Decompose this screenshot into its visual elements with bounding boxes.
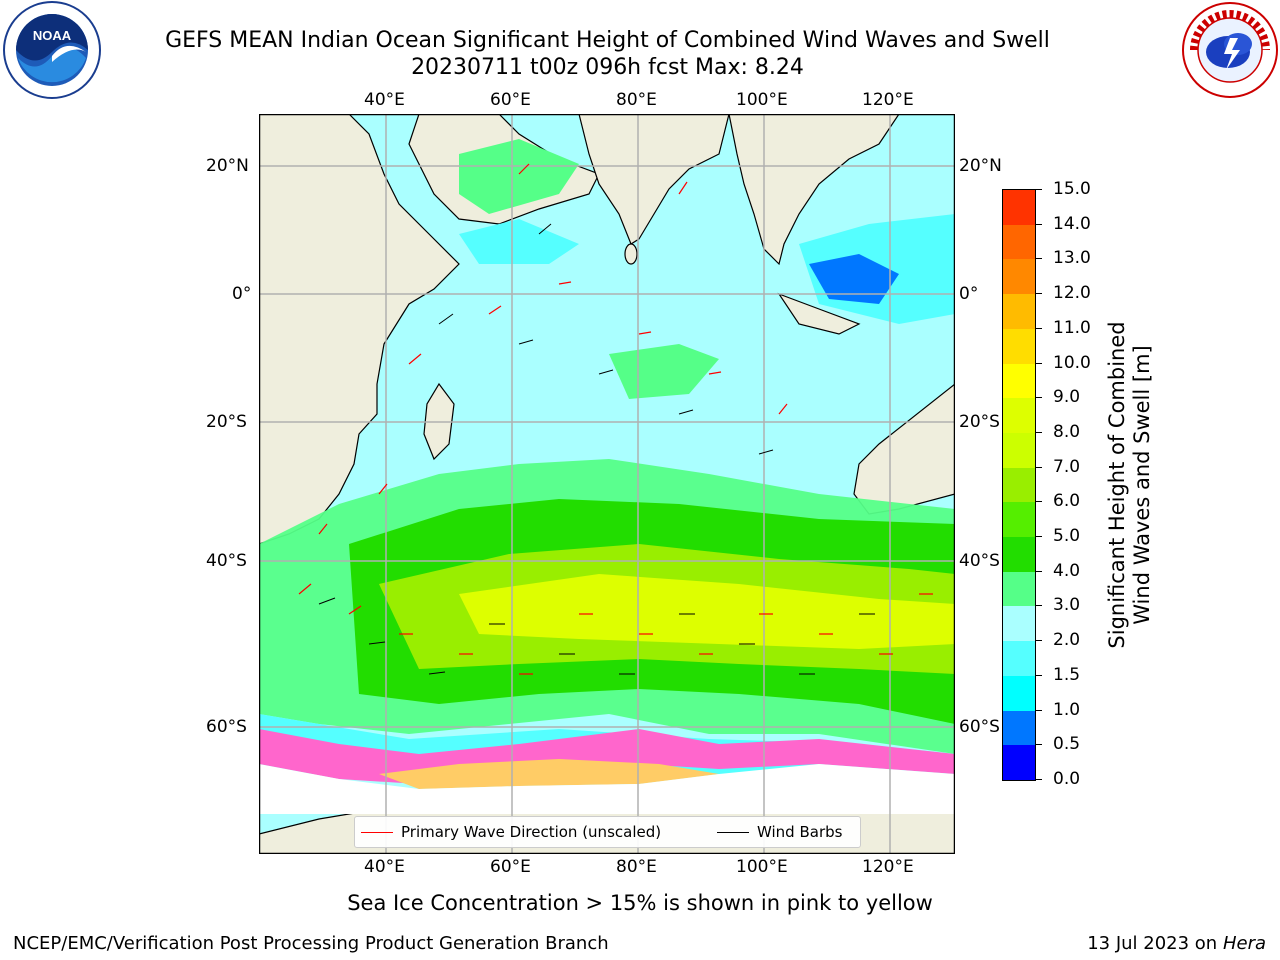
right-lat-label: 0° bbox=[959, 284, 979, 304]
right-lat-label: 20°S bbox=[959, 412, 1000, 432]
colorbar-segment bbox=[1003, 259, 1035, 295]
colorbar-segment bbox=[1003, 363, 1035, 399]
wave-height-map bbox=[258, 113, 956, 855]
svg-text:NOAA: NOAA bbox=[33, 28, 72, 43]
primary-wave-label: Primary Wave Direction (unscaled) bbox=[401, 823, 662, 841]
footer-credit: NCEP/EMC/Verification Post Processing Pr… bbox=[13, 933, 609, 954]
colorbar-tick-label: 11.0 bbox=[1053, 317, 1091, 338]
map-legend: Primary Wave Direction (unscaled) Wind B… bbox=[354, 816, 861, 848]
colorbar-segment bbox=[1003, 537, 1035, 572]
colorbar-tick-label: 2.0 bbox=[1053, 630, 1081, 651]
lat-lon-grid bbox=[259, 114, 955, 854]
colorbar-segment bbox=[1003, 571, 1035, 607]
colorbar-segment bbox=[1003, 675, 1035, 711]
right-lat-label: 40°S bbox=[959, 551, 1000, 571]
colorbar-segment bbox=[1003, 294, 1035, 329]
colorbar-tick-mark bbox=[1036, 570, 1042, 572]
colorbar-tick-label: 14.0 bbox=[1053, 213, 1091, 234]
colorbar-tick-label: 6.0 bbox=[1053, 491, 1081, 512]
noaa-logo: NOAA bbox=[2, 0, 102, 100]
left-lat-label: 60°S bbox=[206, 717, 247, 737]
bottom-lon-label: 60°E bbox=[490, 857, 531, 877]
top-lon-label: 120°E bbox=[862, 90, 914, 110]
colorbar-segment bbox=[1003, 710, 1035, 746]
colorbar-tick-mark bbox=[1036, 605, 1042, 607]
colorbar-tick-mark bbox=[1036, 397, 1042, 399]
map-subtitle: 20230711 t00z 096h fcst Max: 8.24 bbox=[411, 55, 804, 80]
legend-item-primary-wave: Primary Wave Direction (unscaled) bbox=[361, 823, 661, 841]
nws-logo bbox=[1180, 0, 1280, 100]
colorbar-title: Significant Height of Combined Wind Wave… bbox=[1105, 321, 1154, 649]
colorbar bbox=[1002, 189, 1036, 781]
wind-barbs bbox=[318, 223, 875, 675]
sea-ice-note: Sea Ice Concentration > 15% is shown in … bbox=[347, 891, 933, 915]
colorbar-segment bbox=[1003, 432, 1035, 468]
colorbar-tick-label: 4.0 bbox=[1053, 560, 1081, 581]
left-lat-label: 0° bbox=[232, 284, 252, 304]
colorbar-tick-label: 12.0 bbox=[1053, 283, 1091, 304]
colorbar-tick-mark bbox=[1036, 536, 1042, 538]
colorbar-tick-label: 1.5 bbox=[1053, 664, 1081, 685]
primary-wave-direction-arrows bbox=[298, 163, 933, 675]
colorbar-tick-mark bbox=[1036, 431, 1042, 433]
colorbar-segment bbox=[1003, 190, 1035, 225]
wind-barbs-label: Wind Barbs bbox=[757, 823, 843, 841]
colorbar-tick-mark bbox=[1036, 674, 1042, 676]
colorbar-segment bbox=[1003, 502, 1035, 538]
colorbar-tick-mark bbox=[1036, 779, 1042, 780]
colorbar-tick-mark bbox=[1036, 189, 1042, 190]
colorbar-tick-label: 10.0 bbox=[1053, 352, 1091, 373]
colorbar-tick-label: 5.0 bbox=[1053, 526, 1081, 547]
legend-item-wind-barbs: Wind Barbs bbox=[717, 823, 842, 841]
top-lon-label: 100°E bbox=[736, 90, 788, 110]
right-lat-label: 60°S bbox=[959, 717, 1000, 737]
colorbar-tick-label: 7.0 bbox=[1053, 456, 1081, 477]
left-lat-label: 40°S bbox=[206, 551, 247, 571]
colorbar-tick-label: 13.0 bbox=[1053, 248, 1091, 269]
colorbar-tick-label: 8.0 bbox=[1053, 421, 1081, 442]
colorbar-tick-mark bbox=[1036, 327, 1042, 329]
bottom-lon-label: 40°E bbox=[364, 857, 405, 877]
sea-ice-field bbox=[259, 729, 955, 814]
colorbar-segment bbox=[1003, 224, 1035, 260]
colorbar-tick-mark bbox=[1036, 501, 1042, 503]
left-lat-label: 20°S bbox=[206, 412, 247, 432]
colorbar-tick-mark bbox=[1036, 258, 1042, 260]
colorbar-segment bbox=[1003, 606, 1035, 642]
right-lat-label: 20°N bbox=[959, 156, 1002, 176]
colorbar-segment bbox=[1003, 328, 1035, 364]
colorbar-segment bbox=[1003, 745, 1035, 780]
colorbar-tick-mark bbox=[1036, 362, 1042, 364]
map-title: GEFS MEAN Indian Ocean Significant Heigh… bbox=[165, 28, 1050, 53]
top-lon-label: 60°E bbox=[490, 90, 531, 110]
bottom-lon-label: 80°E bbox=[616, 857, 657, 877]
colorbar-tick-mark bbox=[1036, 223, 1042, 225]
colorbar-tick-label: 15.0 bbox=[1053, 179, 1091, 199]
colorbar-tick-mark bbox=[1036, 709, 1042, 711]
bottom-lon-label: 120°E bbox=[862, 857, 914, 877]
colorbar-tick-label: 0.0 bbox=[1053, 769, 1081, 789]
top-lon-label: 40°E bbox=[364, 90, 405, 110]
wind-barbs-swatch bbox=[717, 832, 749, 833]
left-lat-label: 20°N bbox=[206, 156, 249, 176]
footer-date: 13 Jul 2023 on Hera bbox=[1087, 933, 1266, 954]
bottom-lon-label: 100°E bbox=[736, 857, 788, 877]
colorbar-tick-mark bbox=[1036, 293, 1042, 295]
primary-wave-swatch bbox=[361, 832, 393, 833]
colorbar-segment bbox=[1003, 398, 1035, 433]
colorbar-tick-label: 1.0 bbox=[1053, 699, 1081, 720]
top-lon-label: 80°E bbox=[616, 90, 657, 110]
colorbar-tick-mark bbox=[1036, 744, 1042, 746]
colorbar-tick-label: 3.0 bbox=[1053, 595, 1081, 616]
colorbar-tick-label: 9.0 bbox=[1053, 387, 1081, 408]
colorbar-tick-mark bbox=[1036, 640, 1042, 642]
colorbar-segment bbox=[1003, 467, 1035, 503]
colorbar-tick-mark bbox=[1036, 466, 1042, 468]
colorbar-tick-label: 0.5 bbox=[1053, 734, 1081, 755]
colorbar-segment bbox=[1003, 641, 1035, 676]
